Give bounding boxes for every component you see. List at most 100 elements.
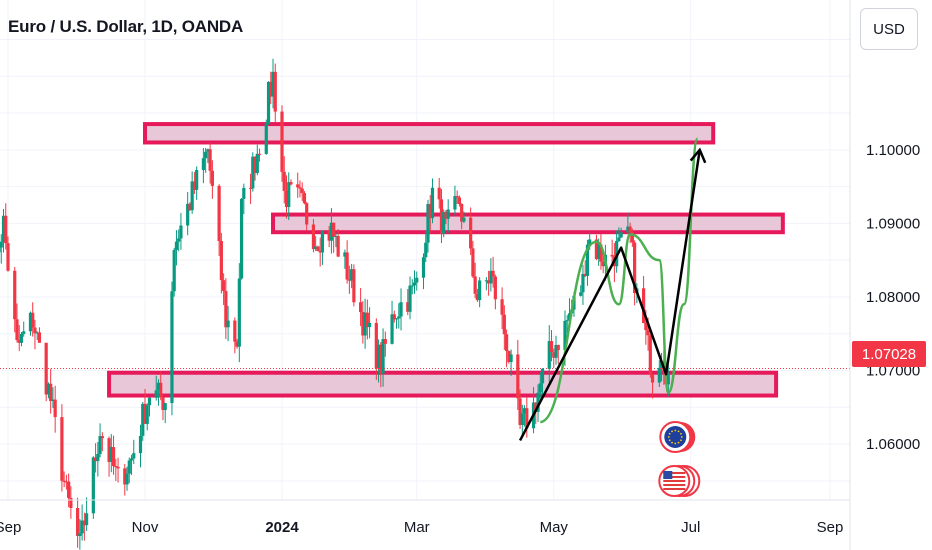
candle-body <box>6 243 10 271</box>
candle <box>650 374 655 399</box>
candle <box>367 307 372 339</box>
candle-body <box>484 280 488 282</box>
candle-body <box>502 314 506 335</box>
candle-body <box>96 453 100 462</box>
candle <box>242 183 246 215</box>
candle-body <box>552 352 556 358</box>
candle-body <box>289 182 293 185</box>
candle <box>46 382 51 399</box>
candle-body <box>509 354 513 363</box>
candle <box>60 404 64 492</box>
candle-body <box>31 312 35 328</box>
candle-body <box>376 344 381 369</box>
candle <box>462 211 466 224</box>
candle-body <box>374 322 378 369</box>
candle-body <box>233 320 237 342</box>
candle-body <box>111 447 116 467</box>
candle <box>257 148 262 162</box>
candle <box>170 281 174 416</box>
candle-body <box>585 244 590 276</box>
candle-body <box>156 382 161 391</box>
candle-body <box>114 466 118 468</box>
candle-body <box>320 231 325 253</box>
candle <box>516 339 520 411</box>
projection-path <box>518 149 701 441</box>
candle-body <box>475 293 479 301</box>
candle-body <box>255 153 259 173</box>
candle-body <box>588 239 592 245</box>
candle <box>237 263 241 363</box>
candle-body <box>359 302 363 313</box>
candle-body <box>53 399 57 418</box>
candle <box>522 405 527 427</box>
candle-body <box>0 241 3 248</box>
candle-body <box>332 222 336 237</box>
candle-body <box>251 156 255 189</box>
zones <box>107 122 785 398</box>
candle-body <box>536 392 540 413</box>
candle <box>520 404 524 438</box>
candle <box>138 424 143 468</box>
candle-body <box>446 209 450 219</box>
candle <box>437 178 441 209</box>
candle-body <box>394 318 399 320</box>
candle-body <box>174 241 179 250</box>
candle <box>311 218 316 253</box>
pattern-curve <box>539 137 699 424</box>
symbol-title: Euro / U.S. Dollar, 1D, OANDA <box>8 17 244 36</box>
candle <box>421 253 426 290</box>
candle-body <box>141 403 145 436</box>
candle-body <box>408 285 412 312</box>
candle <box>1 208 6 253</box>
candle <box>208 142 212 184</box>
candle <box>239 198 244 280</box>
x-tick-label: Sep <box>0 519 21 536</box>
candle <box>174 230 179 266</box>
candle-body <box>264 123 268 154</box>
candle <box>222 273 226 306</box>
candle-body <box>257 153 262 155</box>
candle <box>206 148 210 163</box>
candle-body <box>406 302 410 312</box>
candle-body <box>172 249 176 292</box>
candle-body <box>666 374 670 385</box>
candle-body <box>520 413 524 425</box>
candle <box>109 434 113 473</box>
candle <box>80 504 84 541</box>
candle <box>412 270 417 294</box>
candle-body <box>430 187 435 219</box>
candle-body <box>17 340 21 343</box>
candle-body <box>147 397 152 406</box>
candle-body <box>80 520 84 534</box>
candle-body <box>138 435 143 454</box>
candle <box>379 342 383 388</box>
candle-body <box>33 327 37 334</box>
candle-body <box>170 291 174 404</box>
candle <box>269 71 273 105</box>
candle-body <box>248 187 253 189</box>
candle <box>554 335 558 365</box>
candle <box>251 152 255 192</box>
candle <box>383 331 387 357</box>
candle <box>469 207 473 255</box>
candle <box>579 285 583 297</box>
candle <box>132 439 136 464</box>
candle <box>266 81 271 125</box>
currency-button[interactable]: USD <box>860 8 918 50</box>
candle <box>145 403 149 431</box>
candle <box>581 264 585 305</box>
candle-body <box>594 239 599 259</box>
candle-body <box>302 193 307 204</box>
candle-body <box>439 199 444 234</box>
candle <box>453 185 457 216</box>
candle-body <box>334 235 338 237</box>
candle-body <box>217 185 221 242</box>
candle <box>381 328 385 387</box>
candle-body <box>493 276 497 300</box>
candle-body <box>163 403 167 410</box>
candle <box>82 512 86 541</box>
candle-body <box>91 457 95 514</box>
candle <box>446 199 450 233</box>
